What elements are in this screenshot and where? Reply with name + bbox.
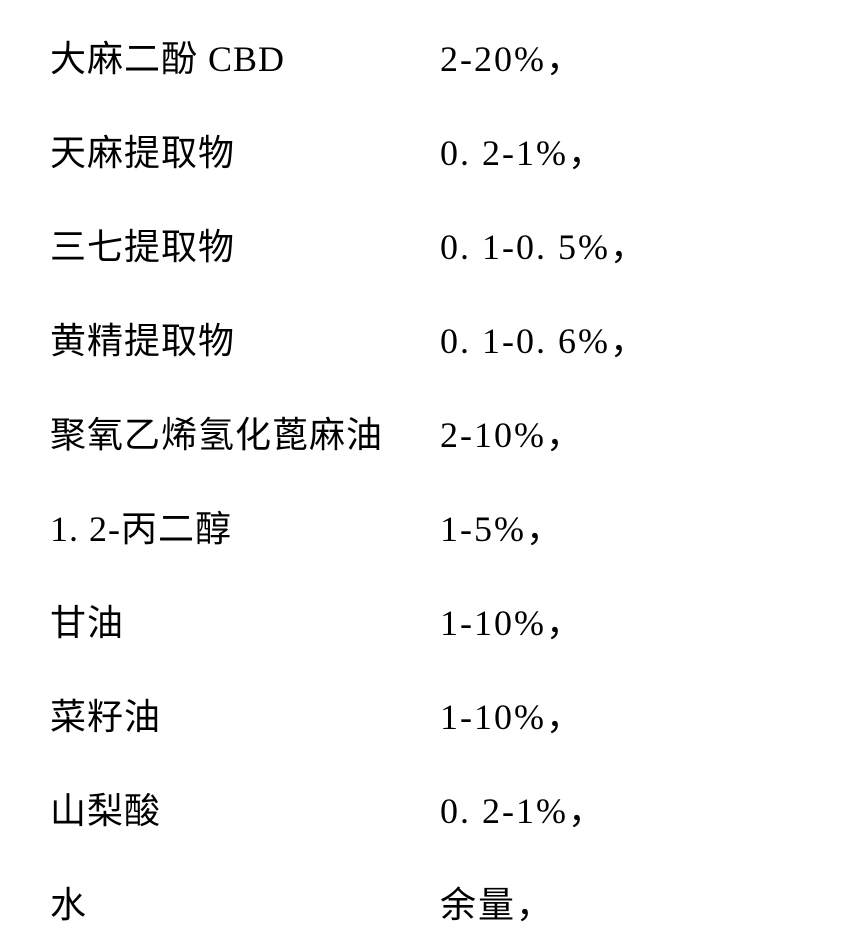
- table-row: 聚氧乙烯氢化蓖麻油 2-10%，: [50, 406, 811, 458]
- ingredient-value: 0. 1-0. 5%，: [440, 218, 648, 270]
- table-row: 天麻提取物 0. 2-1%，: [50, 124, 811, 176]
- ingredient-label: 菜籽油: [50, 688, 440, 740]
- ingredient-label: 1. 2-丙二醇: [50, 500, 440, 552]
- ingredient-value: 2-10%，: [440, 406, 584, 458]
- ingredient-label: 大麻二酚 CBD: [50, 30, 440, 82]
- ingredient-label: 山梨酸: [50, 782, 440, 834]
- ingredient-label: 聚氧乙烯氢化蓖麻油: [50, 406, 440, 458]
- ingredient-value: 余量，: [440, 876, 554, 928]
- ingredient-value: 0. 2-1%，: [440, 124, 606, 176]
- table-row: 黄精提取物 0. 1-0. 6%，: [50, 312, 811, 364]
- table-row: 甘油 1-10%，: [50, 594, 811, 646]
- ingredient-value: 0. 1-0. 6%，: [440, 312, 648, 364]
- ingredient-table: 大麻二酚 CBD 2-20%， 天麻提取物 0. 2-1%， 三七提取物 0. …: [50, 30, 811, 928]
- table-row: 三七提取物 0. 1-0. 5%，: [50, 218, 811, 270]
- ingredient-label: 甘油: [50, 594, 440, 646]
- ingredient-label: 天麻提取物: [50, 124, 440, 176]
- table-row: 大麻二酚 CBD 2-20%，: [50, 30, 811, 82]
- table-row: 1. 2-丙二醇 1-5%，: [50, 500, 811, 552]
- table-row: 山梨酸 0. 2-1%，: [50, 782, 811, 834]
- table-row: 菜籽油 1-10%，: [50, 688, 811, 740]
- table-row: 水 余量，: [50, 876, 811, 928]
- ingredient-value: 1-10%，: [440, 594, 584, 646]
- ingredient-label: 黄精提取物: [50, 312, 440, 364]
- ingredient-label: 水: [50, 876, 440, 928]
- ingredient-label: 三七提取物: [50, 218, 440, 270]
- ingredient-value: 1-5%，: [440, 500, 564, 552]
- ingredient-value: 0. 2-1%，: [440, 782, 606, 834]
- ingredient-value: 2-20%，: [440, 30, 584, 82]
- ingredient-value: 1-10%，: [440, 688, 584, 740]
